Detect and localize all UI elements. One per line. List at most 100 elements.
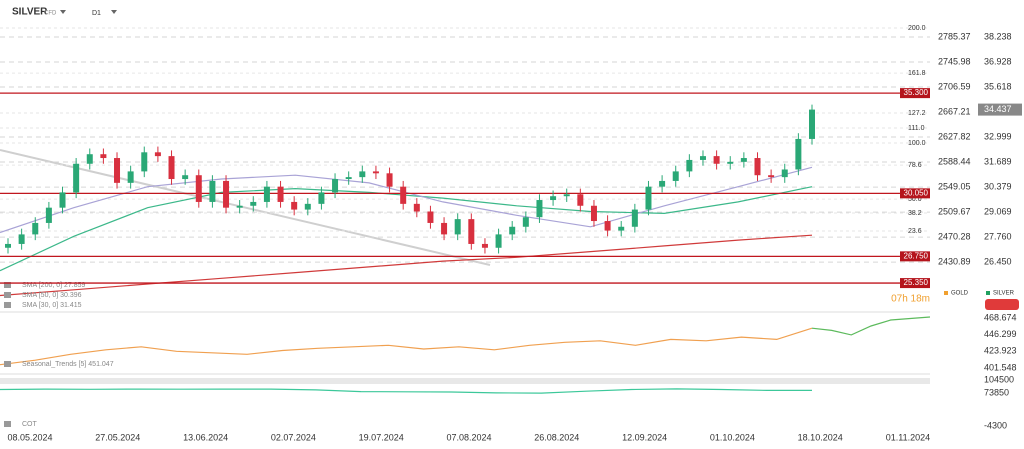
candle-body [454, 219, 461, 235]
indicator-line [811, 316, 931, 336]
timeframe-dropdown[interactable] [111, 10, 117, 14]
x-tick-label: 08.05.2024 [7, 432, 52, 442]
candle-body [768, 175, 775, 178]
candle-body [481, 243, 488, 248]
fib-label: 100.0 [908, 140, 926, 147]
candle-body [631, 209, 638, 227]
x-tick-label: 07.08.2024 [446, 432, 491, 442]
legend-icon [4, 292, 11, 298]
fib-label: 23.6 [908, 228, 922, 235]
fib-label: 111.0 [908, 125, 925, 132]
legend-label: GOLD [951, 291, 969, 297]
last-price-tag [978, 103, 1022, 116]
candle-body [781, 169, 788, 178]
instrument-type: CFD [44, 11, 57, 17]
level-tag [900, 251, 930, 262]
candle-body [495, 234, 502, 248]
y-tick-label: 27.760 [984, 231, 1012, 241]
y-tick-label: -4300 [984, 420, 1007, 430]
candle-body [672, 171, 679, 181]
y2-tick-label: 2470.28 [938, 231, 971, 241]
candle-body [195, 175, 202, 202]
candle-body [577, 194, 584, 206]
candle-body [590, 205, 597, 222]
fib-label: 127.2 [908, 110, 926, 117]
candle-body [441, 222, 448, 235]
level-label: 25.350 [904, 278, 929, 287]
y-tick-label: 401.548 [984, 362, 1017, 372]
indicator-line [0, 388, 812, 394]
x-tick-label: 19.07.2024 [359, 432, 404, 442]
x-tick-label: 27.05.2024 [95, 432, 140, 442]
candle-body [263, 186, 270, 202]
symbol[interactable]: SILVER [12, 7, 48, 18]
indicator-title: Seasonal_Trends [5] 451.047 [22, 361, 114, 368]
x-tick-label: 02.07.2024 [271, 432, 316, 442]
candle-body [727, 161, 734, 164]
candle-body [32, 222, 39, 235]
candle-body [372, 171, 379, 174]
last-price: 34.437 [984, 104, 1012, 114]
candle-body [86, 154, 93, 164]
candle-body [386, 173, 393, 187]
symbol-dropdown[interactable] [60, 10, 66, 14]
candle-body [236, 205, 243, 208]
y-tick-label: 29.069 [984, 206, 1012, 216]
fib-label: 50.0 [908, 196, 922, 203]
trade-button[interactable] [985, 299, 1019, 310]
candle-body [809, 109, 815, 139]
legend-icon [4, 302, 11, 308]
legend-label: SMA [30, 0] 31.415 [22, 302, 82, 309]
indicator-line [0, 327, 813, 366]
candle-body [740, 158, 747, 162]
candle-body [114, 158, 121, 183]
candle-body [522, 217, 529, 227]
y-tick-label: 73850 [984, 387, 1009, 397]
legend-swatch [944, 291, 948, 295]
candle-body [168, 156, 175, 180]
candle-body [154, 152, 161, 157]
y2-tick-label: 2785.37 [938, 31, 971, 41]
candle-body [604, 221, 611, 231]
candle-body [5, 243, 11, 248]
candle-body [713, 156, 720, 164]
y-tick-label: 446.299 [984, 329, 1017, 339]
fib-label: 200.0 [908, 25, 926, 32]
y-tick-label: 468.674 [984, 312, 1017, 322]
candle-body [73, 163, 80, 193]
level-tag [900, 88, 930, 99]
candle-body [100, 154, 107, 159]
candle-body [427, 211, 434, 223]
candle-body [509, 226, 516, 235]
timeframe[interactable]: D1 [92, 10, 101, 17]
level-label: 30.050 [904, 188, 929, 197]
candle-body [250, 201, 257, 206]
y2-tick-label: 2588.44 [938, 156, 971, 166]
candle-body [59, 192, 66, 208]
candle-body [277, 186, 284, 202]
candle-body [413, 203, 420, 212]
candle-body [182, 175, 189, 180]
level-label: 35.300 [904, 88, 929, 97]
trendline [0, 149, 491, 266]
candle-body [686, 159, 693, 172]
legend-label: SMA [50, 0] 30.396 [22, 292, 82, 299]
candle-body [536, 200, 543, 218]
y2-tick-label: 2706.59 [938, 81, 971, 91]
x-tick-label: 13.06.2024 [183, 432, 228, 442]
x-tick-label: 18.10.2024 [798, 432, 843, 442]
candle-body [645, 186, 652, 210]
indicator-icon [4, 421, 11, 427]
candle-body [304, 203, 311, 210]
candle-body [618, 226, 625, 231]
x-tick-label: 01.11.2024 [886, 432, 930, 442]
legend-icon [4, 282, 11, 288]
level-tag [900, 278, 930, 289]
candle-body [699, 156, 706, 160]
candle-body [332, 179, 339, 193]
legend-swatch [986, 291, 990, 295]
fib-label: 161.8 [908, 70, 926, 77]
candle-body [291, 201, 298, 210]
y-tick-label: 32.999 [984, 131, 1012, 141]
y-tick-label: 423.923 [984, 346, 1017, 356]
